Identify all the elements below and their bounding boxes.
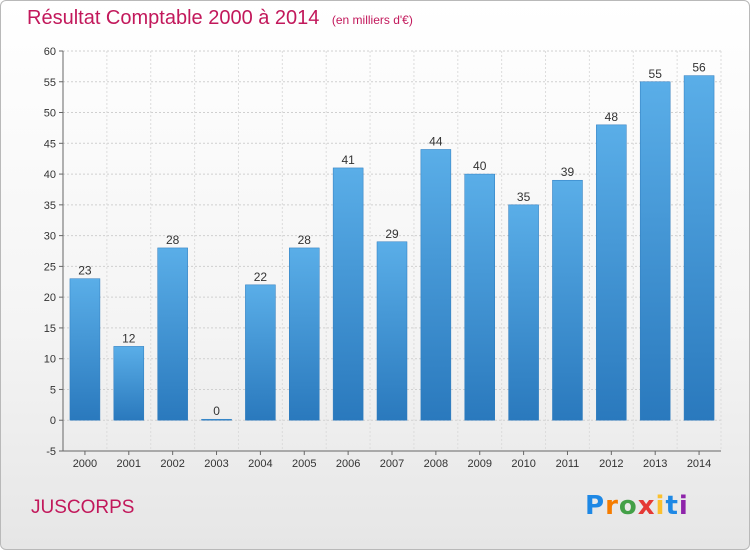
data-label-2005: 28 (298, 233, 312, 247)
bar-2013 (639, 81, 671, 421)
data-label-2003: 0 (213, 404, 220, 418)
bar-2012 (596, 124, 627, 421)
data-label-2009: 40 (473, 159, 487, 173)
x-tick-label-2010: 2010 (511, 458, 535, 470)
data-label-2007: 29 (385, 227, 399, 241)
logo-letter: i (678, 491, 689, 521)
x-tick-label-2011: 2011 (556, 458, 580, 470)
chart-title-main: Résultat Comptable 2000 à 2014 (27, 7, 320, 29)
data-label-2004: 22 (254, 270, 268, 284)
x-tick-label-2012: 2012 (599, 458, 623, 470)
bar-2009 (464, 173, 495, 421)
bar-2005 (289, 247, 320, 421)
x-tick-label-2006: 2006 (336, 458, 360, 470)
bar-2003 (201, 418, 232, 421)
x-tick-label-2003: 2003 (204, 458, 228, 470)
bar-2001 (113, 346, 145, 421)
place-name: JUSCORPS (31, 497, 135, 518)
x-tick-label-2007: 2007 (380, 458, 404, 470)
x-tick-label-2004: 2004 (248, 458, 272, 470)
bar-2004 (245, 284, 276, 421)
proxiti-logo: Proxiti (585, 491, 689, 521)
data-label-2013: 55 (649, 67, 663, 81)
y-tick-label: 15 (44, 323, 56, 335)
axes (59, 50, 721, 455)
x-tick-label-2000: 2000 (73, 458, 97, 470)
bar-2008 (420, 149, 452, 421)
logo-letter: i (655, 491, 666, 521)
y-tick-label: 60 (44, 46, 56, 58)
x-tick-label-2014: 2014 (687, 458, 711, 470)
bar-2014 (683, 75, 715, 421)
y-tick-label: 35 (44, 200, 56, 212)
y-tick-label: 5 (50, 384, 56, 396)
x-tick-label-2002: 2002 (160, 458, 184, 470)
data-label-2012: 48 (605, 110, 619, 124)
y-tick-label: 30 (44, 231, 56, 243)
logo-letter: t (665, 491, 679, 521)
logo-letter: o (618, 491, 638, 521)
data-label-2006: 41 (341, 153, 355, 167)
data-label-2011: 39 (561, 165, 575, 179)
y-tick-label: 10 (44, 354, 56, 366)
logo-letter: x (637, 491, 656, 521)
logo-letter: P (585, 491, 606, 521)
x-tick-label-2009: 2009 (467, 458, 491, 470)
chart-subtitle: (en milliers d'€) (331, 13, 413, 27)
logo-letter: r (605, 491, 619, 521)
data-label-2014: 56 (692, 61, 706, 75)
tick-labels: -5 0 5 10 15 20 25 30 35 40 45 50 55 60 2000 2001 2002 20… (44, 46, 712, 470)
bar-2006 (332, 167, 364, 421)
y-tick-label: 25 (44, 261, 56, 273)
y-tick-label: 45 (44, 138, 56, 150)
bar-2002 (157, 247, 188, 421)
data-label-2010: 35 (517, 190, 531, 204)
y-tick-label: 20 (44, 292, 56, 304)
y-tick-label: 0 (50, 415, 56, 427)
bars (69, 75, 715, 421)
data-labels: 23 12 28 0 22 28 41 29 44 40 35 39 48 55 56 (78, 61, 706, 419)
data-label-2000: 23 (78, 264, 92, 278)
x-tick-label-2001: 2001 (117, 458, 141, 470)
x-tick-label-2005: 2005 (292, 458, 316, 470)
y-tick-label: 55 (44, 77, 56, 89)
y-tick-label: 40 (44, 169, 56, 181)
y-tick-label: -5 (46, 446, 56, 458)
data-label-2002: 28 (166, 233, 180, 247)
data-label-2001: 12 (122, 331, 136, 345)
data-label-2008: 44 (429, 134, 443, 148)
bar-2000 (69, 278, 101, 421)
chart-title: Résultat Comptable 2000 à 2014 (en milli… (27, 7, 413, 30)
x-tick-label-2013: 2013 (643, 458, 667, 470)
bar-2010 (508, 204, 539, 421)
bar-2011 (552, 179, 583, 421)
x-tick-label-2008: 2008 (424, 458, 448, 470)
bar-2007 (376, 241, 408, 421)
y-tick-label: 50 (44, 108, 56, 120)
